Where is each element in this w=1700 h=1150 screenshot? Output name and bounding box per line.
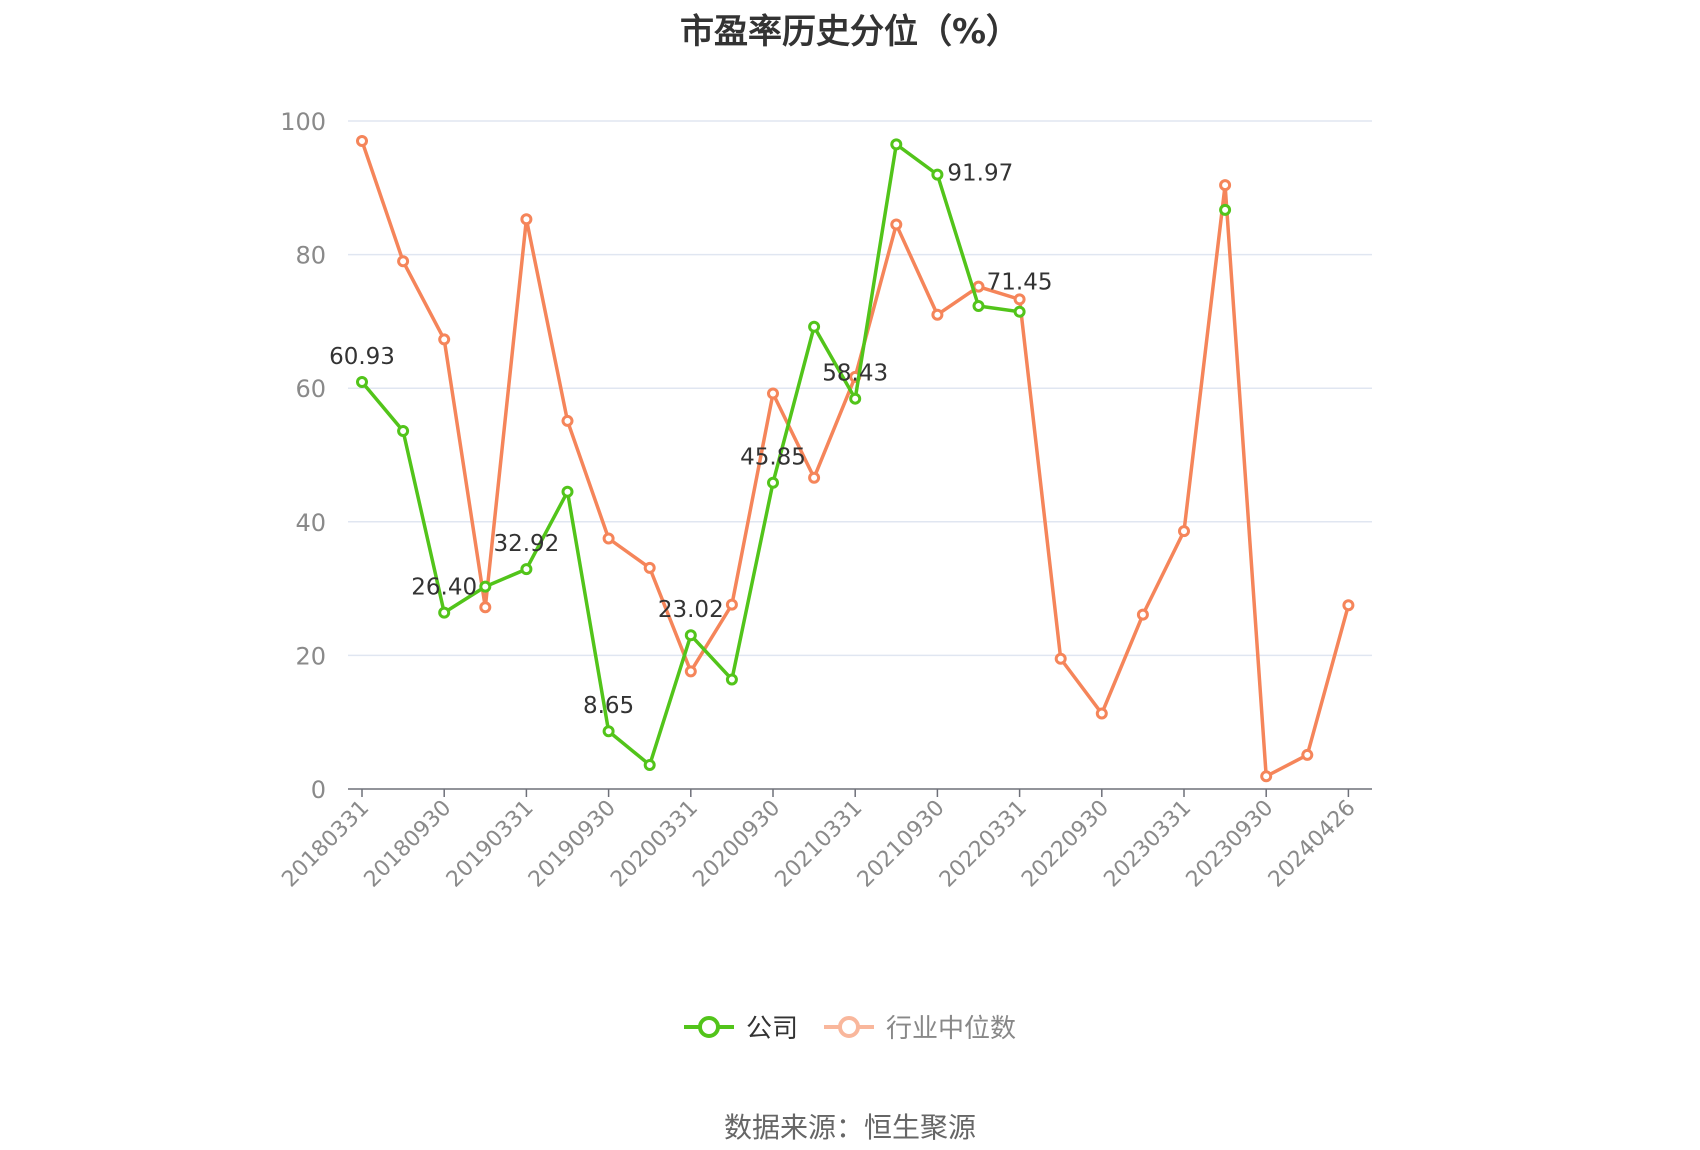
legend-industry-label: 行业中位数: [886, 1014, 1017, 1044]
data-source: 数据来源：恒生聚源: [723, 1111, 976, 1144]
data-point: [438, 606, 451, 619]
data-point: [725, 673, 738, 686]
data-point: [1301, 748, 1314, 761]
data-point: [602, 725, 615, 738]
data-point: [890, 218, 903, 231]
data-point: [1054, 652, 1067, 665]
y-tick-label: 0: [311, 776, 326, 804]
legend-item-company[interactable]: 公司: [683, 1008, 798, 1045]
data-point: [479, 601, 492, 614]
data-point: [356, 135, 368, 148]
x-tick-label: 20180930: [360, 796, 457, 893]
data-label: 26.40: [411, 575, 477, 601]
data-point: [1219, 179, 1232, 192]
data-point: [561, 485, 574, 498]
grid-lines: [348, 120, 1372, 657]
data-point: [602, 532, 615, 545]
x-tick-label: 20220331: [935, 796, 1032, 893]
data-point: [890, 138, 903, 151]
y-tick-label: 40: [295, 509, 326, 537]
data-label: 32.92: [493, 531, 559, 557]
data-point: [520, 563, 533, 576]
legend-company-label: 公司: [745, 1014, 798, 1044]
data-point: [1013, 293, 1026, 306]
data-point: [1178, 525, 1190, 538]
data-point: [1095, 707, 1108, 720]
data-point: [1136, 608, 1149, 621]
data-point: [767, 387, 779, 400]
data-point: [849, 392, 862, 405]
data-point: [684, 629, 697, 642]
data-point: [479, 580, 492, 593]
data-point: [931, 308, 944, 321]
data-point: [397, 424, 410, 437]
x-tick-label: 20210930: [853, 796, 950, 893]
data-point: [767, 476, 779, 489]
x-tick-label: 20210331: [771, 796, 868, 893]
data-point: [684, 665, 697, 678]
series-line: [360, 140, 1351, 779]
legend: 公司 行业中位数: [0, 1008, 1700, 1045]
data-point: [1013, 305, 1026, 318]
data-label: 60.93: [329, 344, 395, 370]
data-point: [931, 168, 944, 181]
x-tick-label: 20240426: [1264, 796, 1361, 893]
data-point: [643, 561, 656, 574]
data-point: [438, 333, 451, 346]
series-lines: [356, 135, 1355, 783]
y-tick-label: 80: [295, 242, 326, 270]
data-labels: 60.93 26.40 32.92 8.65 23.02 45.85 58.43 91.97 7…: [329, 161, 1052, 720]
data-point: [356, 375, 368, 388]
x-tick-label: 20220930: [1017, 796, 1114, 893]
data-label: 8.65: [583, 693, 634, 719]
data-point: [520, 213, 533, 226]
data-label: 91.97: [947, 161, 1013, 187]
data-point: [972, 300, 985, 313]
chart-title: 市盈率历史分位（%）: [679, 12, 1021, 52]
axes: 0 20 40 60 80 100 2018033120180930201903312019…: [277, 108, 1372, 892]
data-label: 58.43: [822, 361, 888, 387]
data-point: [1342, 599, 1355, 612]
data-point: [808, 471, 821, 484]
legend-industry-marker: [824, 1015, 874, 1038]
data-label: 71.45: [987, 270, 1053, 296]
x-tick-label: 20200930: [688, 796, 785, 893]
data-point: [725, 598, 738, 611]
legend-item-industry[interactable]: 行业中位数: [824, 1008, 1016, 1045]
x-tick-label: 20180331: [277, 796, 374, 893]
data-point: [561, 414, 574, 427]
data-point: [1260, 770, 1273, 783]
x-tick-label: 20200331: [606, 796, 703, 893]
y-tick-label: 60: [295, 375, 326, 403]
x-tick-label: 20230331: [1099, 796, 1196, 893]
data-label: 45.85: [740, 445, 806, 471]
data-point: [972, 280, 985, 293]
data-point: [808, 320, 821, 333]
y-tick-label: 100: [280, 108, 326, 136]
legend-company-marker: [683, 1015, 734, 1038]
x-tick-label: 20190930: [524, 796, 621, 893]
data-label: 23.02: [658, 597, 724, 623]
y-tick-label: 20: [295, 642, 326, 670]
data-point: [1219, 203, 1232, 216]
data-point: [397, 255, 410, 268]
x-tick-label: 20230930: [1182, 796, 1279, 893]
data-point: [643, 758, 656, 771]
x-tick-label: 20190331: [442, 796, 539, 893]
